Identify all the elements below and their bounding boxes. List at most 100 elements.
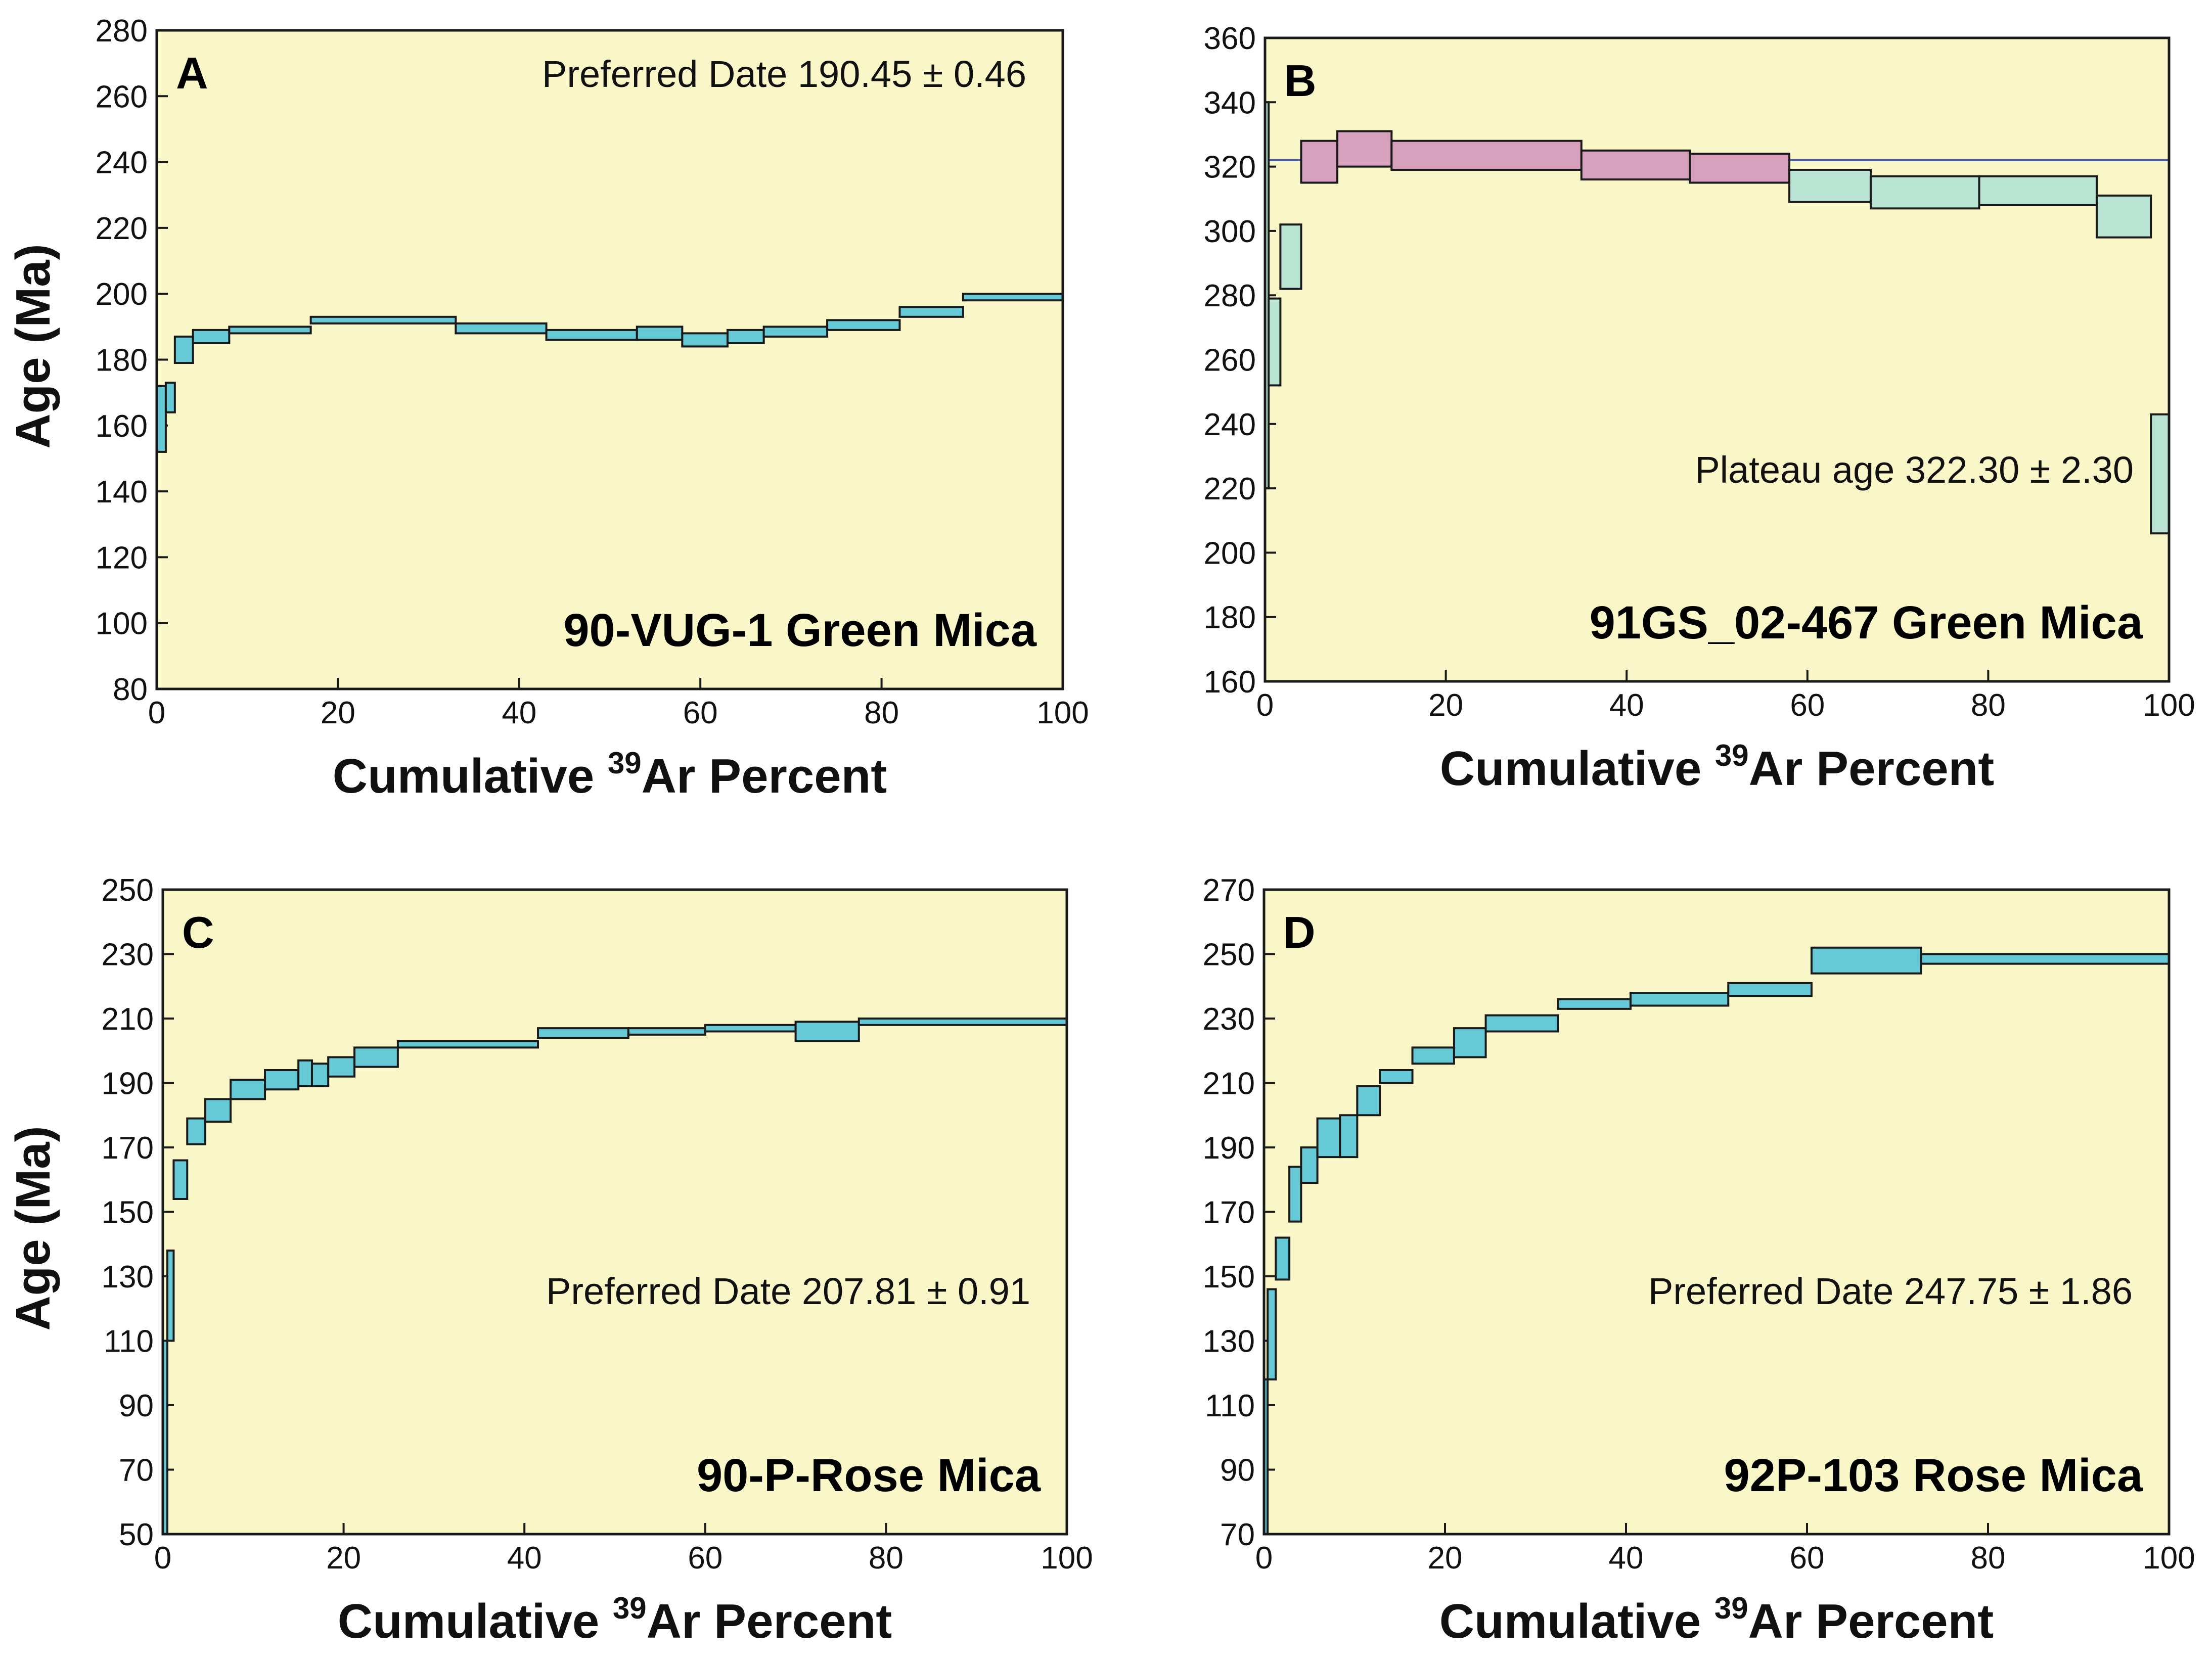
y-tick-label: 90	[1220, 1453, 1255, 1488]
plot-frame	[161, 888, 1068, 1536]
step-box	[311, 1063, 330, 1087]
y-tick-label: 50	[119, 1517, 154, 1552]
sample-label: 91GS_02-467 Green Mica	[1590, 597, 2143, 649]
step-box	[204, 1098, 232, 1123]
step-box	[627, 1027, 706, 1036]
y-tick-label: 150	[1203, 1260, 1255, 1295]
step-box	[1727, 982, 1813, 997]
chart-panel-b: 0 20 40 60 80 100 160 180 200 220 240 260 280 300 320 3…	[1204, 21, 2195, 796]
y-tick-label: 150	[102, 1195, 154, 1230]
y-tick-label: 190	[1203, 1131, 1255, 1166]
y-tick-label: 110	[1205, 1389, 1255, 1423]
sample-label: 90-P-Rose Mica	[697, 1450, 1041, 1501]
y-tick-label: 280	[1204, 279, 1256, 313]
x-axis-label: Cumulative 39Ar Percent	[333, 746, 887, 803]
step-box	[2095, 194, 2152, 239]
plot-area	[157, 30, 1063, 689]
y-tick-label: 230	[102, 938, 154, 973]
step-box	[1978, 175, 2098, 206]
y-tick-label: 230	[1203, 1002, 1255, 1037]
y-tick-label: 170	[102, 1131, 154, 1166]
step-box	[1379, 1069, 1414, 1084]
y-tick-label: 250	[1203, 938, 1255, 973]
x-tick-label: 0	[148, 696, 165, 730]
step-box	[1557, 998, 1632, 1010]
step-box	[704, 1024, 797, 1033]
x-axis-label: Cumulative 39Ar Percent	[1439, 1591, 1994, 1648]
y-tick-label: 140	[96, 475, 148, 510]
step-box	[230, 1079, 266, 1100]
y-tick-label: 90	[119, 1389, 154, 1423]
x-tick-label: 60	[683, 696, 718, 730]
step-box	[1268, 297, 1282, 387]
x-tick-label: 0	[1255, 1541, 1273, 1576]
y-tick-label: 110	[104, 1324, 154, 1359]
x-tick-label: 20	[1428, 1541, 1463, 1576]
date-annotation: Plateau age 322.30 ± 2.30	[1695, 449, 2134, 491]
step-box	[228, 326, 312, 335]
plot-area	[1265, 38, 2169, 681]
step-box	[1629, 992, 1730, 1007]
step-box	[192, 329, 231, 344]
y-tick-label: 260	[1204, 343, 1256, 378]
chart-panel-d: 0 20 40 60 80 100 70 90 110 130 150 170 190 210 230 250…	[1203, 873, 2195, 1648]
x-axis-label: Cumulative 39Ar Percent	[338, 1591, 892, 1648]
plot-area	[1264, 890, 2169, 1534]
step-box	[1279, 223, 1302, 290]
y-tick-label: 200	[1204, 536, 1256, 571]
step-box	[1288, 1166, 1302, 1223]
y-tick-label: 360	[1204, 21, 1256, 56]
y-tick-label: 160	[96, 409, 148, 444]
sample-label: 92P-103 Rose Mica	[1724, 1450, 2143, 1501]
y-axis-label: Age (Ma)	[6, 244, 60, 448]
date-annotation: Preferred Date 190.45 ± 0.46	[542, 53, 1026, 95]
y-tick-label: 340	[1204, 85, 1256, 120]
y-tick-label: 320	[1204, 150, 1256, 185]
y-tick-label: 170	[1203, 1195, 1255, 1230]
y-tick-label: 130	[1203, 1324, 1255, 1359]
step-box	[309, 315, 457, 325]
date-annotation: Preferred Date 247.75 ± 1.86	[1648, 1270, 2133, 1312]
step-box	[264, 1069, 300, 1091]
step-box	[545, 329, 638, 341]
panel-letter: C	[182, 907, 214, 957]
y-tick-label: 270	[1203, 873, 1255, 908]
plot-frame	[155, 29, 1064, 690]
step-box	[636, 326, 684, 341]
step-box	[1316, 1117, 1341, 1159]
y-tick-label: 280	[96, 14, 148, 49]
y-tick-label: 300	[1204, 214, 1256, 249]
x-tick-label: 80	[1971, 1541, 2006, 1576]
y-tick-label: 180	[96, 343, 148, 378]
y-tick-label: 240	[96, 146, 148, 180]
y-tick-label: 120	[96, 540, 148, 575]
step-box	[1411, 1046, 1455, 1065]
step-box	[1339, 1114, 1359, 1159]
step-box	[1689, 153, 1791, 184]
y-tick-label: 200	[96, 277, 148, 312]
x-tick-label: 60	[688, 1541, 723, 1576]
x-tick-label: 80	[869, 1541, 904, 1576]
step-box	[166, 1250, 175, 1342]
step-box	[297, 1059, 313, 1087]
plot-area	[163, 890, 1067, 1534]
step-box	[1356, 1085, 1381, 1117]
date-annotation: Preferred Date 207.81 ± 0.91	[546, 1270, 1030, 1312]
x-tick-label: 40	[502, 696, 536, 730]
y-tick-label: 160	[1204, 665, 1256, 700]
x-tick-label: 40	[507, 1541, 542, 1576]
panel-letter: B	[1284, 56, 1317, 106]
step-box	[327, 1056, 356, 1078]
step-box	[2150, 413, 2171, 535]
step-box	[1920, 953, 2171, 965]
x-tick-label: 60	[1790, 1541, 1825, 1576]
y-tick-label: 220	[1204, 472, 1256, 506]
x-tick-label: 100	[2143, 688, 2195, 723]
plot-frame	[1263, 36, 2171, 683]
step-box	[186, 1117, 207, 1145]
y-tick-label: 70	[1220, 1517, 1255, 1552]
step-box	[1453, 1027, 1487, 1058]
step-box	[1580, 149, 1691, 181]
step-box	[1300, 140, 1339, 184]
step-box	[156, 385, 167, 453]
